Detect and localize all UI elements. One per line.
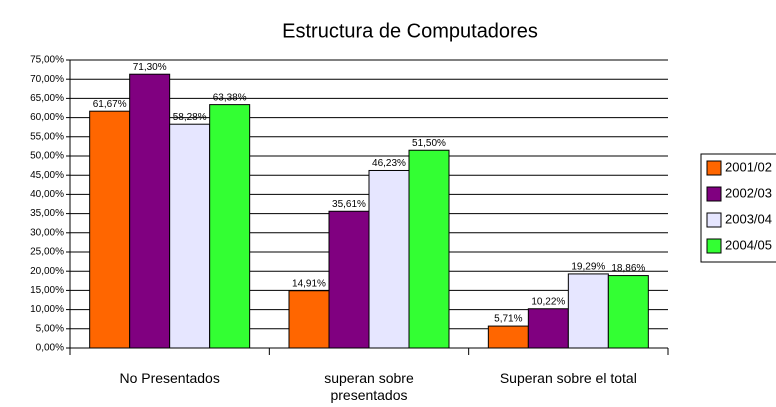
y-tick-label: 25,00% — [30, 247, 64, 258]
data-label: 5,71% — [494, 314, 522, 325]
bar — [129, 73, 171, 349]
y-tick-label: 20,00% — [30, 266, 64, 277]
data-label: 61,67% — [93, 99, 127, 110]
y-tick-label: 0,00% — [36, 343, 64, 354]
y-tick-label: 15,00% — [30, 285, 64, 296]
x-tick-label: superan sobre presentados — [324, 370, 414, 403]
y-tick-label: 60,00% — [30, 112, 64, 123]
legend-swatch — [706, 186, 722, 202]
data-label: 14,91% — [292, 278, 326, 289]
data-label: 58,28% — [173, 112, 207, 123]
y-tick-label: 65,00% — [30, 93, 64, 104]
y-tick-label: 40,00% — [30, 189, 64, 200]
data-label: 46,23% — [372, 158, 406, 169]
y-tick-label: 35,00% — [30, 208, 64, 219]
data-label: 10,22% — [531, 296, 565, 307]
data-label: 19,29% — [571, 262, 605, 273]
y-tick-label: 50,00% — [30, 151, 64, 162]
bar — [209, 104, 251, 349]
y-tick-label: 70,00% — [30, 74, 64, 85]
bar — [607, 275, 649, 349]
y-tick-label: 45,00% — [30, 170, 64, 181]
bar — [89, 110, 131, 349]
bar — [169, 123, 211, 349]
bar — [288, 290, 330, 349]
legend-label: 2002/03 — [725, 185, 772, 200]
data-label: 35,61% — [332, 199, 366, 210]
legend-swatch — [706, 212, 722, 228]
chart-title: Estructura de Computadores — [282, 20, 538, 42]
bar — [328, 210, 370, 349]
legend-label: 2004/05 — [725, 237, 772, 252]
legend-swatch — [706, 160, 722, 176]
data-label: 71,30% — [133, 62, 167, 73]
bar — [408, 149, 450, 349]
legend-swatch — [706, 238, 722, 254]
bar — [487, 325, 529, 349]
y-tick-label: 55,00% — [30, 131, 64, 142]
legend-label: 2001/02 — [725, 159, 772, 174]
y-tick-label: 30,00% — [30, 227, 64, 238]
data-label: 63,38% — [213, 92, 247, 103]
bar — [527, 308, 569, 349]
bar — [567, 273, 609, 349]
bar — [368, 169, 410, 349]
x-tick-label: Superan sobre el total — [499, 370, 637, 386]
x-tick-label: No Presentados — [119, 370, 220, 386]
data-label: 51,50% — [412, 138, 446, 149]
legend-label: 2003/04 — [725, 211, 772, 226]
data-label: 18,86% — [611, 263, 645, 274]
y-tick-label: 5,00% — [36, 323, 64, 334]
y-tick-label: 10,00% — [30, 304, 64, 315]
y-tick-label: 75,00% — [30, 55, 64, 66]
